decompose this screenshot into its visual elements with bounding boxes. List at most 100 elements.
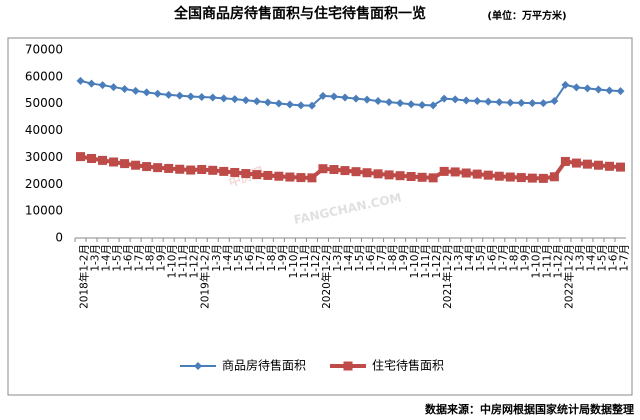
- x-tick-label: 1-3月: [574, 244, 586, 272]
- point: [230, 95, 239, 104]
- point: [527, 173, 537, 183]
- x-tick-label: 1-11月: [420, 244, 432, 278]
- point: [605, 86, 614, 95]
- x-tick-label: 1-4月: [222, 244, 234, 272]
- point: [153, 89, 162, 98]
- x-tick-label: 1-3月: [453, 244, 465, 272]
- x-tick-label: 1-8月: [387, 244, 399, 272]
- point: [561, 80, 570, 89]
- point: [351, 167, 361, 177]
- point: [252, 97, 261, 106]
- point: [340, 166, 350, 176]
- x-tick-label: 1-11月: [299, 244, 311, 278]
- point: [109, 157, 119, 167]
- point: [98, 155, 108, 165]
- point: [131, 86, 140, 95]
- x-tick-label: 1-12月: [552, 244, 564, 278]
- point: [318, 91, 327, 100]
- point: [208, 93, 217, 102]
- x-tick-label: 2019年1-2月: [199, 244, 212, 309]
- point: [307, 173, 317, 183]
- point: [384, 170, 394, 180]
- point: [318, 164, 328, 174]
- x-tick-label: 1-8月: [508, 244, 520, 272]
- x-tick-label: 1-9月: [519, 244, 531, 272]
- x-tick-label: 1-7月: [255, 244, 267, 272]
- point: [363, 95, 372, 104]
- y-tick-label: 20000: [25, 177, 63, 191]
- point: [274, 171, 284, 181]
- point: [252, 170, 262, 180]
- point: [142, 88, 151, 97]
- point: [461, 168, 471, 178]
- point: [307, 101, 316, 110]
- point: [407, 100, 416, 109]
- point: [506, 98, 515, 107]
- point: [549, 172, 559, 182]
- chart-frame: [7, 37, 633, 396]
- point: [131, 160, 141, 170]
- x-tick-label: 1-5月: [596, 244, 608, 272]
- point: [197, 93, 206, 101]
- x-tick-label: 1-12月: [189, 244, 201, 278]
- x-tick-label: 1-12月: [310, 244, 322, 278]
- x-tick-label: 1-4月: [343, 244, 355, 272]
- point: [175, 91, 184, 100]
- x-tick-label: 1-10月: [409, 244, 421, 278]
- point: [175, 164, 185, 174]
- point: [528, 99, 537, 108]
- point: [495, 98, 504, 107]
- point: [340, 93, 349, 102]
- point: [494, 171, 504, 181]
- point: [462, 96, 471, 105]
- point: [76, 152, 86, 162]
- point: [615, 162, 625, 172]
- point: [142, 162, 152, 172]
- x-tick-label: 1-11月: [178, 244, 190, 278]
- point: [208, 165, 218, 175]
- point: [484, 97, 493, 106]
- point: [219, 166, 229, 176]
- point: [406, 171, 416, 181]
- x-tick-label: 1-5月: [354, 244, 366, 272]
- point: [263, 98, 272, 107]
- x-tick-label: 1-10月: [288, 244, 300, 278]
- x-tick-label: 2021年1-2月: [441, 244, 454, 309]
- x-tick-label: 1-7月: [497, 244, 509, 272]
- point: [164, 163, 174, 173]
- point: [517, 98, 526, 107]
- point: [241, 96, 250, 105]
- y-tick-label: 10000: [25, 204, 63, 218]
- x-tick-label: 1-9月: [277, 244, 289, 272]
- point: [329, 92, 338, 101]
- point: [186, 165, 196, 175]
- point: [186, 92, 195, 101]
- point: [296, 101, 305, 110]
- x-tick-label: 1-7月: [618, 244, 630, 272]
- point: [428, 173, 438, 183]
- point: [241, 169, 251, 179]
- watermark: FANGCHAN.COM: [293, 191, 403, 227]
- x-tick-label: 2020年1-2月: [320, 244, 333, 309]
- point: [373, 169, 383, 179]
- point: [285, 172, 295, 182]
- point: [417, 172, 427, 182]
- x-tick-label: 1-6月: [486, 244, 498, 272]
- point: [539, 99, 548, 108]
- x-tick-label: 2022年1-2月: [562, 244, 575, 309]
- point: [87, 154, 97, 164]
- x-tick-label: 1-7月: [134, 244, 146, 272]
- x-tick-label: 1-8月: [266, 244, 278, 272]
- point: [572, 83, 581, 92]
- point: [76, 76, 85, 85]
- point: [164, 90, 173, 99]
- point: [395, 171, 405, 181]
- point: [440, 94, 449, 103]
- x-tick-label: 1-6月: [365, 244, 377, 272]
- point: [230, 167, 240, 177]
- point: [285, 100, 294, 109]
- x-tick-label: 1-5月: [475, 244, 487, 272]
- point: [120, 159, 130, 169]
- x-tick-label: 1-9月: [398, 244, 410, 272]
